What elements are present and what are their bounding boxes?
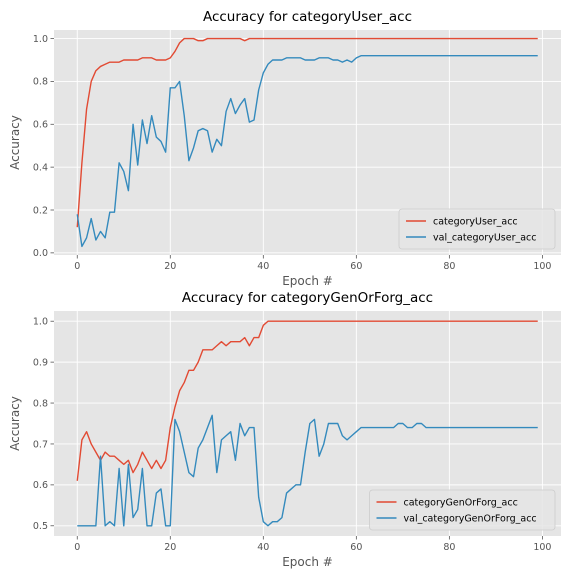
legend-label-2: val_categoryUser_acc bbox=[433, 232, 537, 243]
legend-box bbox=[398, 208, 556, 250]
x-tick-label: 0 bbox=[74, 542, 80, 553]
chart-title: Accuracy for categoryUser_acc bbox=[203, 9, 412, 25]
x-tick-label: 0 bbox=[74, 261, 80, 272]
series-line-1 bbox=[76, 37, 538, 228]
legend-label-1: categoryUser_acc bbox=[433, 216, 518, 227]
series-line-2 bbox=[76, 55, 538, 248]
y-tick-label: 0.5 bbox=[33, 521, 48, 532]
legend-box bbox=[369, 489, 556, 531]
legend: categoryUser_acc val_categoryUser_acc bbox=[398, 208, 556, 250]
series-line-2 bbox=[77, 414, 538, 527]
x-tick-label: 20 bbox=[164, 542, 176, 553]
y-tick-label: 0.8 bbox=[33, 398, 48, 409]
chart-title: Accuracy for categoryGenOrForg_acc bbox=[182, 290, 433, 306]
x-tick-label: 60 bbox=[350, 261, 362, 272]
y-tick-label: 0.2 bbox=[33, 205, 48, 216]
x-axis-label: Epoch # bbox=[282, 274, 333, 288]
x-axis-label: Epoch # bbox=[282, 555, 333, 569]
y-tick-label: 0.9 bbox=[33, 357, 48, 368]
y-tick-label: 0.8 bbox=[33, 77, 48, 88]
y-axis-label: Accuracy bbox=[8, 115, 22, 170]
chart-panel-1: 0.0 0.2 0.4 0.6 0.8 1.0 0 20 40 60 80 100 Accuracy f… bbox=[8, 9, 561, 288]
x-tick-label: 40 bbox=[257, 261, 269, 272]
y-tick-label: 1.0 bbox=[33, 317, 48, 328]
legend: categoryGenOrForg_acc val_categoryGenOrFo… bbox=[369, 489, 556, 531]
chart-panel-2: 0.5 0.6 0.7 0.8 0.9 1.0 0 20 40 60 80 100 Accuracy f… bbox=[8, 290, 561, 569]
legend-label-1: categoryGenOrForg_acc bbox=[404, 497, 518, 508]
y-axis-label: Accuracy bbox=[8, 396, 22, 451]
x-tick-label: 100 bbox=[533, 542, 551, 553]
y-tick-label: 1.0 bbox=[33, 34, 48, 45]
x-tick-label: 40 bbox=[257, 542, 269, 553]
y-tick-label: 0.7 bbox=[33, 439, 48, 450]
x-tick-label: 80 bbox=[443, 261, 455, 272]
y-tick-label: 0.6 bbox=[33, 480, 48, 491]
x-tick-label: 20 bbox=[164, 261, 176, 272]
y-tick-label: 0.4 bbox=[33, 162, 48, 173]
y-tick-label: 0.6 bbox=[33, 120, 48, 131]
x-tick-label: 100 bbox=[533, 261, 551, 272]
legend-label-2: val_categoryGenOrForg_acc bbox=[404, 513, 537, 524]
series-line-1 bbox=[76, 320, 538, 481]
x-tick-label: 80 bbox=[443, 542, 455, 553]
x-tick-label: 60 bbox=[350, 542, 362, 553]
y-tick-label: 0.0 bbox=[33, 248, 48, 259]
